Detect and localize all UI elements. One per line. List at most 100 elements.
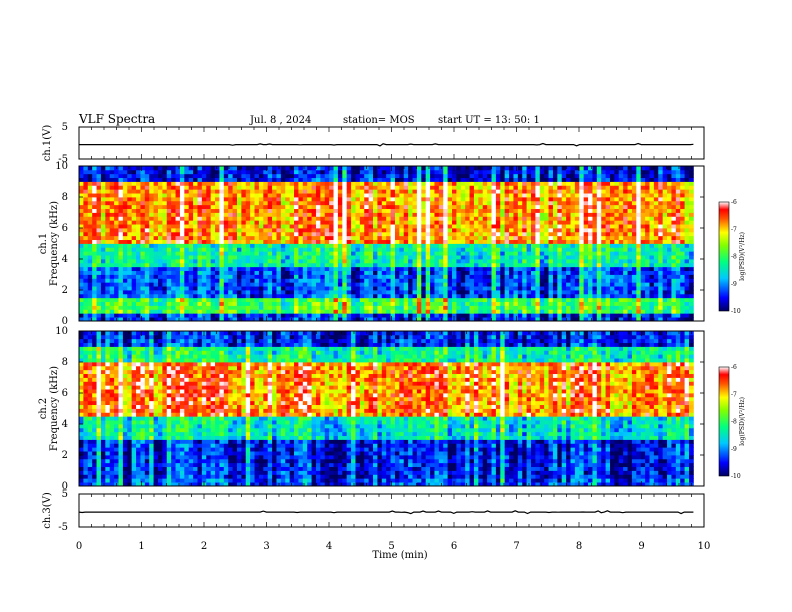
spectrogram-cell bbox=[535, 270, 541, 275]
spectrogram-cell bbox=[386, 169, 391, 175]
spectrogram-cell bbox=[236, 317, 242, 322]
spectrogram-cell bbox=[324, 177, 330, 182]
spectrogram-cell bbox=[456, 262, 462, 268]
spectrogram-cell bbox=[531, 189, 536, 194]
spectrogram-cell bbox=[460, 278, 466, 283]
spectrogram-cell bbox=[267, 189, 273, 194]
spectrogram-cell bbox=[298, 274, 304, 279]
spectrogram-cell bbox=[105, 282, 111, 287]
spectrogram-cell bbox=[588, 177, 593, 182]
spectrogram-cell bbox=[605, 212, 611, 217]
spectrogram-cell bbox=[359, 313, 365, 318]
spectrogram-cell bbox=[491, 259, 497, 264]
spectrogram-cell bbox=[92, 200, 97, 206]
spectrogram-cell bbox=[184, 235, 190, 241]
spectrogram-cell bbox=[592, 278, 598, 283]
spectrogram-cell bbox=[566, 181, 571, 186]
spectrogram-cell bbox=[570, 200, 576, 206]
spectrogram-cell bbox=[469, 290, 475, 295]
spectrogram-cell bbox=[179, 185, 185, 190]
spectrogram-cell bbox=[601, 166, 607, 171]
spectrogram-cell bbox=[566, 228, 571, 233]
spectrogram-cell bbox=[368, 239, 374, 244]
spectrogram-cell bbox=[294, 270, 299, 275]
spectrogram-cell bbox=[552, 255, 558, 260]
spectrogram-cell bbox=[381, 286, 387, 291]
spectrogram-cell bbox=[254, 220, 260, 225]
spectrogram-cell bbox=[289, 290, 295, 295]
spectrogram-cell bbox=[539, 177, 545, 182]
spectrogram-cell bbox=[539, 290, 545, 295]
spectrogram-cell bbox=[544, 251, 549, 256]
spectrogram-cell bbox=[83, 216, 89, 221]
spectrogram-cell bbox=[153, 290, 159, 295]
spectrogram-cell bbox=[118, 305, 124, 310]
spectrogram-cell bbox=[425, 290, 431, 295]
spectrogram-cell bbox=[460, 293, 466, 299]
spectrogram-cell bbox=[570, 270, 576, 275]
spectrogram-cell bbox=[114, 173, 119, 179]
spectrogram-cell bbox=[438, 231, 444, 237]
spectrogram-cell bbox=[495, 297, 501, 303]
spectrogram-cell bbox=[184, 166, 190, 171]
spectrogram-cell bbox=[298, 270, 304, 275]
spectrogram-cell bbox=[241, 255, 247, 260]
spectrogram-cell bbox=[535, 251, 541, 256]
spectrogram-cell bbox=[307, 282, 312, 287]
spectrogram-cell bbox=[526, 293, 532, 299]
spectrogram-cell bbox=[272, 173, 277, 179]
spectrogram-cell bbox=[285, 286, 291, 291]
spectrogram-cell bbox=[311, 173, 317, 179]
spectrogram-cell bbox=[114, 297, 119, 303]
spectrogram-cell bbox=[87, 247, 93, 252]
spectrogram-cell bbox=[408, 193, 413, 198]
spectrogram-cell bbox=[596, 282, 602, 287]
spectrogram-cell bbox=[118, 266, 124, 272]
spectrogram-cell bbox=[544, 177, 549, 182]
spectrogram-cell bbox=[412, 286, 418, 291]
spectrogram-cell bbox=[100, 278, 106, 283]
spectrogram-cell bbox=[96, 255, 102, 260]
spectrogram-cell bbox=[482, 204, 488, 210]
spectrogram-cell bbox=[526, 220, 532, 225]
spectrogram-cell bbox=[276, 177, 282, 182]
spectrogram-cell bbox=[114, 220, 119, 225]
spectrogram-cell bbox=[416, 293, 422, 299]
spectrogram-cell bbox=[333, 262, 339, 268]
spectrogram-cell bbox=[430, 235, 435, 241]
spectrogram-cell bbox=[329, 228, 334, 233]
spectrogram-cell bbox=[425, 251, 431, 256]
spectrogram-cell bbox=[443, 181, 449, 186]
spectrogram-cell bbox=[592, 317, 598, 322]
spectrogram-cell bbox=[188, 169, 194, 175]
spectrogram-cell bbox=[188, 305, 194, 310]
spectrogram-cell bbox=[539, 259, 545, 264]
spectrogram-cell bbox=[337, 173, 343, 179]
spectrogram-cell bbox=[320, 309, 326, 314]
spectrogram-cell bbox=[298, 228, 304, 233]
spectrogram-cell bbox=[118, 309, 124, 314]
spectrogram-cell bbox=[570, 177, 576, 182]
spectrogram-cell bbox=[434, 255, 440, 260]
spectrogram-cell bbox=[184, 224, 190, 229]
spectrogram-cell bbox=[473, 208, 479, 213]
spectrogram-cell bbox=[452, 208, 457, 213]
spectrogram-cell bbox=[373, 204, 378, 210]
spectrogram-cell bbox=[579, 293, 585, 299]
spectrogram-cell bbox=[171, 208, 176, 213]
spectrogram-cell bbox=[201, 189, 207, 194]
spectrogram-cell bbox=[373, 266, 378, 272]
spectrogram-cell bbox=[245, 208, 251, 213]
spectrogram-cell bbox=[329, 293, 334, 299]
spectrogram-cell bbox=[539, 216, 545, 221]
spectrogram-cell bbox=[96, 301, 102, 306]
spectrogram-cell bbox=[131, 216, 137, 221]
spectrogram-cell bbox=[171, 239, 176, 244]
spectrogram-cell bbox=[368, 243, 374, 248]
spectrogram-cell bbox=[285, 309, 291, 314]
spectrogram-cell bbox=[315, 185, 321, 190]
spectrogram-cell bbox=[390, 189, 396, 194]
spectrogram-cell bbox=[531, 181, 536, 186]
spectrogram-cell bbox=[513, 305, 519, 310]
spectrogram-cell bbox=[157, 247, 163, 252]
